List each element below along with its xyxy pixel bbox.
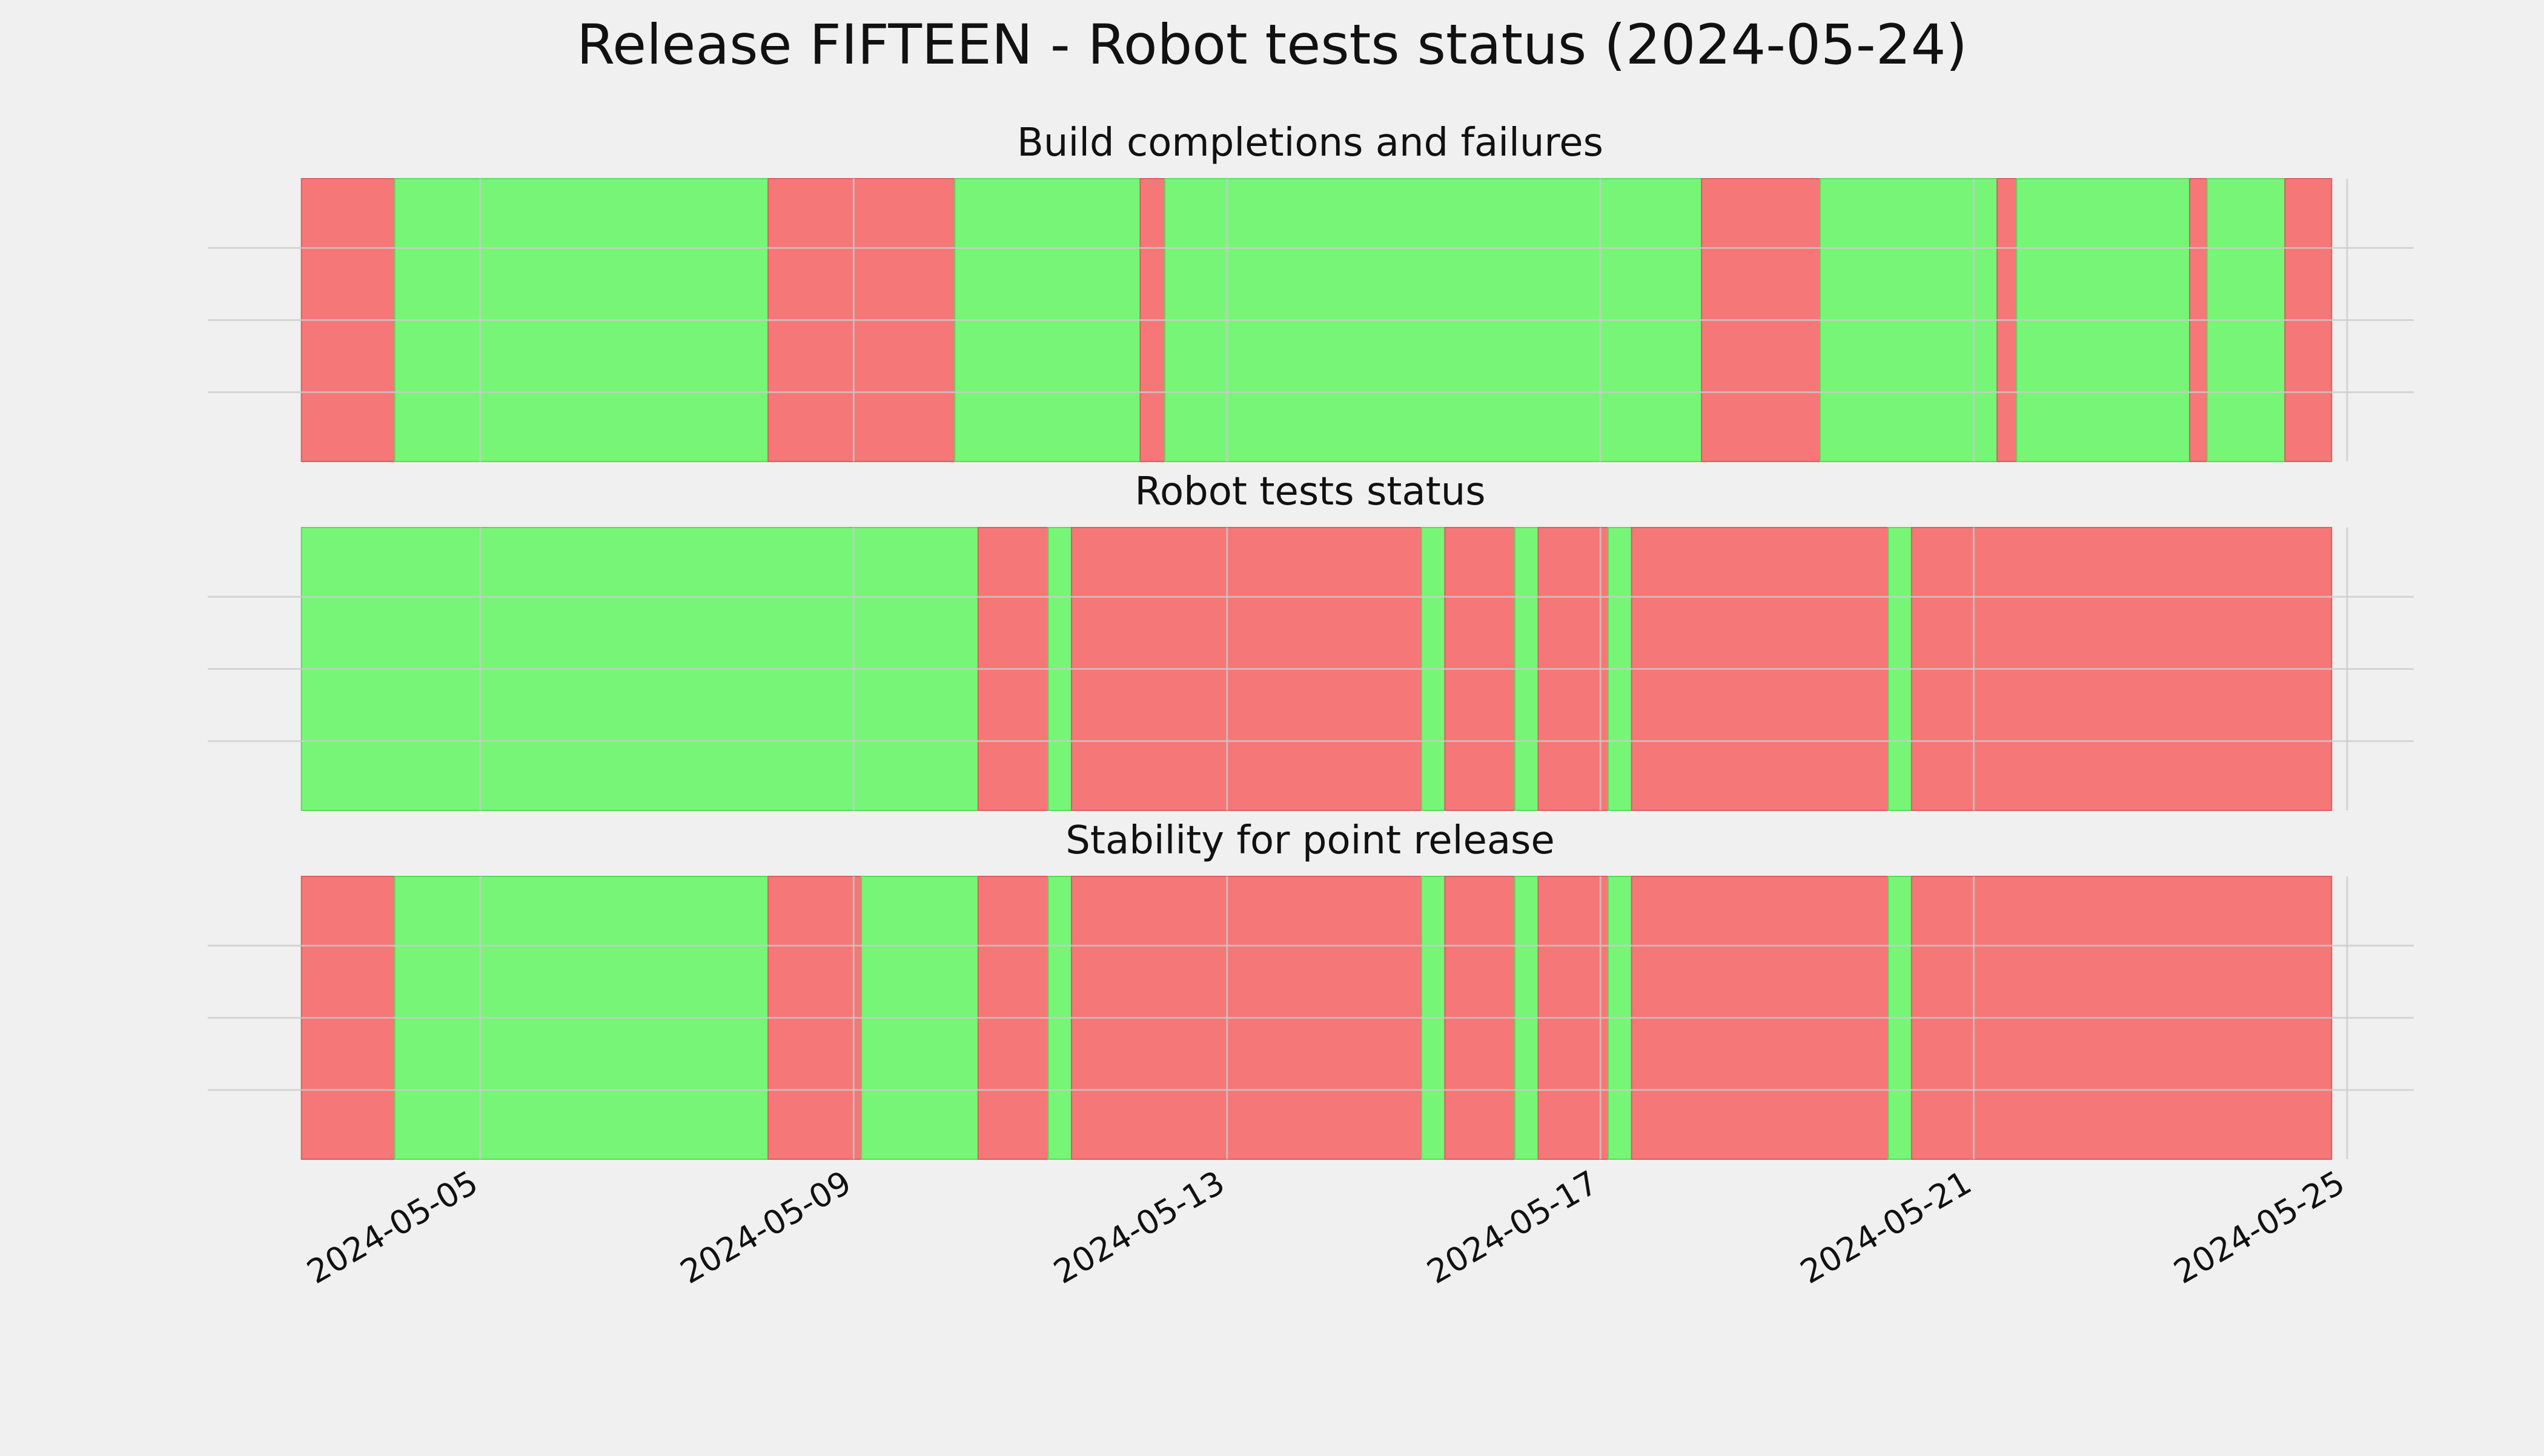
panel-title: Robot tests status — [1135, 469, 1485, 514]
chart-panel: Build completions and failures — [208, 121, 2414, 462]
panel-title: Build completions and failures — [1017, 121, 1603, 165]
panel-title: Stability for point release — [1065, 818, 1555, 863]
chart-panels: Build completions and failures Robot test… — [208, 121, 2414, 1291]
figure-title: Release FIFTEEN - Robot tests status (20… — [577, 13, 1967, 77]
chart-panel: Robot tests status — [208, 469, 2414, 811]
